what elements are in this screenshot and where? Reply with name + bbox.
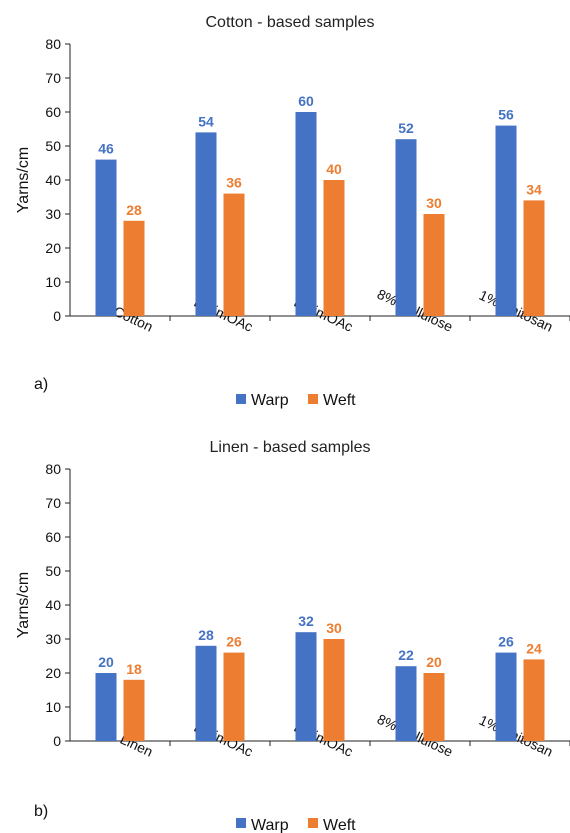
panel-label: b) <box>34 803 48 820</box>
data-label-warp: 28 <box>198 627 214 643</box>
bar-warp <box>395 139 417 316</box>
bar-weft <box>523 659 545 741</box>
y-tick-label: 10 <box>45 274 61 290</box>
data-label-weft: 40 <box>326 161 342 177</box>
legend-label-weft: Weft <box>323 392 356 409</box>
y-tick-label: 70 <box>45 70 61 86</box>
y-tick-label: 50 <box>45 138 61 154</box>
data-label-weft: 30 <box>426 195 442 211</box>
bar-warp <box>295 632 317 741</box>
bar-weft <box>123 679 145 741</box>
legend-swatch-warp <box>236 394 246 404</box>
bar-warp <box>395 666 417 741</box>
chart-title: Cotton - based samples <box>206 14 375 31</box>
data-label-warp: 54 <box>198 113 214 129</box>
y-tick-label: 60 <box>45 104 61 120</box>
bar-weft <box>523 200 545 316</box>
legend-label-warp: Warp <box>251 817 289 833</box>
chart-title: Linen - based samples <box>210 439 371 456</box>
y-tick-label: 40 <box>45 597 61 613</box>
data-label-weft: 18 <box>126 661 142 677</box>
data-label-weft: 26 <box>226 634 242 650</box>
bar-warp <box>195 132 217 316</box>
data-label-warp: 52 <box>398 120 414 136</box>
bar-weft <box>423 673 445 741</box>
data-label-warp: 26 <box>498 634 514 650</box>
legend-swatch-weft <box>308 394 318 404</box>
y-tick-label: 20 <box>45 665 61 681</box>
legend-label-warp: Warp <box>251 392 289 409</box>
bar-weft <box>223 652 245 741</box>
y-tick-label: 80 <box>45 36 61 52</box>
bar-warp <box>495 652 517 741</box>
y-tick-label: 0 <box>53 308 61 324</box>
y-axis-label: Yarns/cm <box>15 572 32 638</box>
y-tick-label: 60 <box>45 529 61 545</box>
chart-linen: Linen - based samples Yarns/cm b) Warp W… <box>15 439 570 833</box>
chart-cotton: Cotton - based samples Yarns/cm a) Warp … <box>15 14 570 409</box>
bar-warp <box>95 673 117 741</box>
bar-weft <box>323 180 345 316</box>
data-label-warp: 60 <box>298 93 314 109</box>
y-tick-label: 70 <box>45 495 61 511</box>
data-label-warp: 22 <box>398 647 414 663</box>
y-tick-label: 30 <box>45 631 61 647</box>
y-axis-label: Yarns/cm <box>15 147 32 213</box>
y-tick-label: 50 <box>45 563 61 579</box>
bar-warp <box>195 645 217 741</box>
legend-swatch-warp <box>236 818 246 828</box>
data-label-weft: 28 <box>126 202 142 218</box>
data-label-warp: 46 <box>98 141 114 157</box>
data-label-weft: 36 <box>226 175 242 191</box>
y-tick-label: 0 <box>53 733 61 749</box>
data-label-warp: 56 <box>498 107 514 123</box>
bar-weft <box>123 220 145 316</box>
bar-warp <box>95 159 117 316</box>
legend-swatch-weft <box>308 818 318 828</box>
bar-weft <box>423 214 445 316</box>
data-label-warp: 20 <box>98 654 114 670</box>
panel-label: a) <box>34 376 48 393</box>
data-label-weft: 20 <box>426 654 442 670</box>
data-label-weft: 34 <box>526 181 542 197</box>
y-tick-label: 10 <box>45 699 61 715</box>
y-tick-label: 40 <box>45 172 61 188</box>
bar-weft <box>223 193 245 316</box>
legend: Warp Weft <box>236 817 356 833</box>
bar-warp <box>295 112 317 316</box>
legend-label-weft: Weft <box>323 817 356 833</box>
data-label-weft: 24 <box>526 640 542 656</box>
y-tick-label: 20 <box>45 240 61 256</box>
data-label-weft: 30 <box>326 620 342 636</box>
bar-weft <box>323 639 345 741</box>
legend: Warp Weft <box>236 392 356 409</box>
bar-warp <box>495 125 517 316</box>
data-label-warp: 32 <box>298 613 314 629</box>
y-tick-label: 80 <box>45 461 61 477</box>
y-tick-label: 30 <box>45 206 61 222</box>
